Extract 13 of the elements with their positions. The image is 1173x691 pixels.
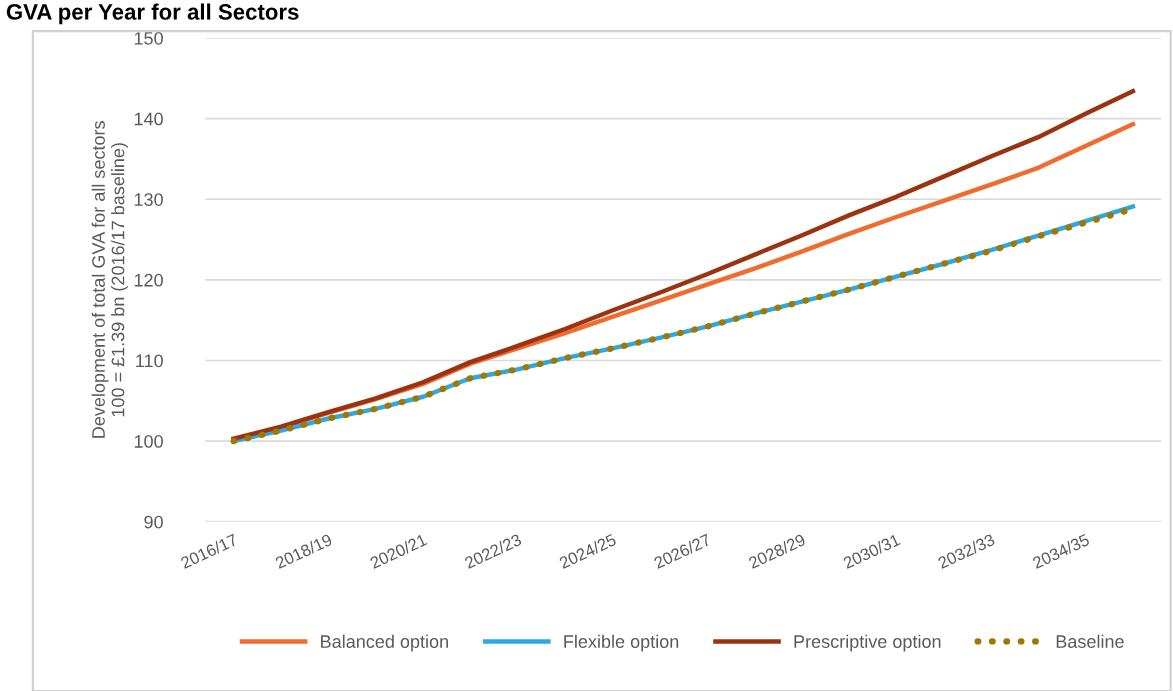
y-tick-label: 120 [134,273,163,287]
legend-label: Baseline [1056,634,1124,648]
chart-title: GVA per Year for all Sectors [6,3,299,25]
y-tick-label: 100 [134,435,163,448]
legend-label: Balanced option [321,634,448,652]
y-tick-label: 150 [134,31,163,45]
y-tick-label: 110 [136,354,163,368]
legend-label: Flexible option [564,634,679,652]
y-tick-label: 140 [134,112,163,126]
y-tick-label: 90 [144,515,163,529]
legend-label: Prescriptive option [794,634,941,652]
y-axis-title: Development of total GVA for all sectors 100 = £1.39 bn (2016/17 baseline) [91,121,128,438]
y-tick-label: 130 [134,193,163,206]
